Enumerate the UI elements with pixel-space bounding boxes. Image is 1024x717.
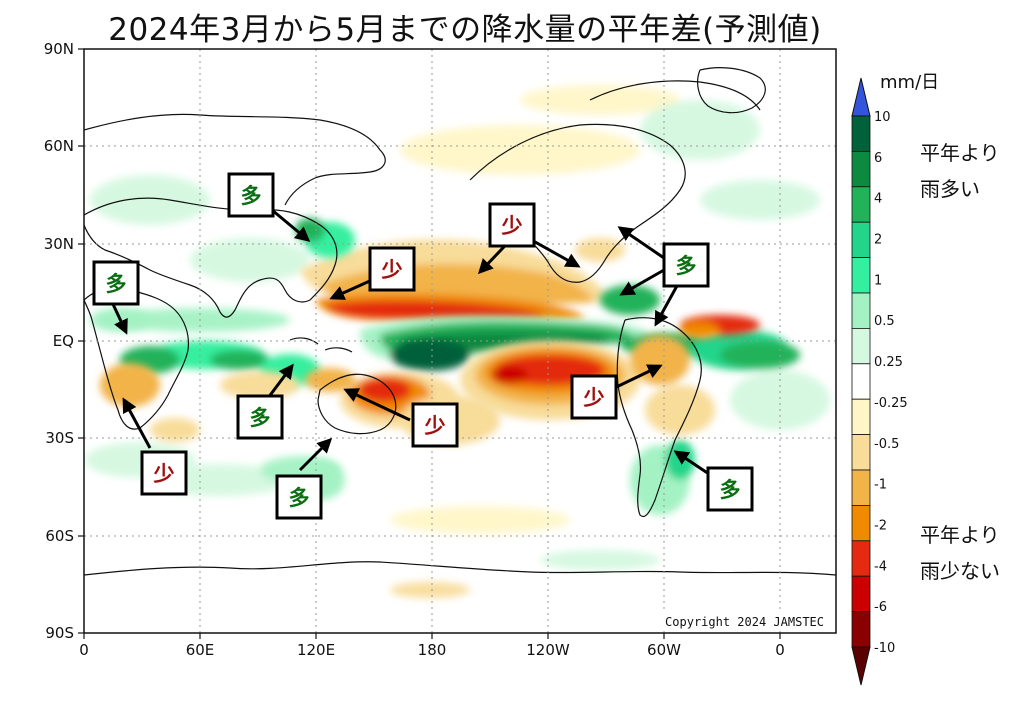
colorbar-swatch xyxy=(851,115,871,152)
colorbar-swatch xyxy=(851,611,871,648)
copyright-text: Copyright 2024 JAMSTEC xyxy=(665,615,824,629)
lat-label: 90S xyxy=(45,624,74,642)
lon-label: 60W xyxy=(647,641,681,659)
wet-badge: 多 xyxy=(236,394,284,440)
lon-label: 60E xyxy=(186,641,215,659)
lon-label: 120E xyxy=(297,641,335,659)
map-title: 2024年3月から5月までの降水量の平年差(予測値) xyxy=(108,12,822,48)
dry-badge: 少 xyxy=(488,202,536,248)
colorbar-label: 1 xyxy=(874,273,882,288)
colorbar-label: 4 xyxy=(874,192,882,207)
dry-label-line2: 雨少ない xyxy=(920,559,1000,583)
colorbar-swatch xyxy=(851,469,871,506)
colorbar-swatch xyxy=(851,575,871,613)
colorbar-label: -10 xyxy=(874,641,895,656)
colorbar-label: 6 xyxy=(874,151,882,166)
svg-text:多: 多 xyxy=(106,272,127,296)
svg-text:多: 多 xyxy=(241,184,262,208)
colorbar-label: -2 xyxy=(874,518,887,533)
wet-badge: 多 xyxy=(92,260,140,306)
colorbar-label: -6 xyxy=(874,600,887,615)
svg-text:多: 多 xyxy=(289,486,310,510)
colorbar-swatch xyxy=(851,257,871,294)
svg-text:多: 多 xyxy=(250,406,271,430)
longitude-axis: 0 60E 120E 180 120W 60W 0 xyxy=(79,641,785,659)
wet-label-line1: 平年より xyxy=(920,141,1000,165)
dry-badge: 少 xyxy=(411,402,459,448)
colorbar-label: 0.25 xyxy=(874,355,903,370)
lon-label: 0 xyxy=(775,641,785,659)
svg-text:少: 少 xyxy=(501,214,523,238)
colorbar-swatch xyxy=(851,434,871,471)
lat-label: 60S xyxy=(45,527,74,545)
wet-badge: 多 xyxy=(227,172,275,218)
colorbar-swatch xyxy=(851,150,871,188)
colorbar-swatch xyxy=(851,504,871,542)
latitude-axis: 90N 60N 30N EQ 30S 60S 90S xyxy=(44,40,74,642)
annotation-arrows xyxy=(110,208,713,478)
colorbar-label: 10 xyxy=(874,110,891,125)
colorbar-swatch xyxy=(851,292,871,329)
colorbar-label: 0.5 xyxy=(874,314,895,329)
svg-text:多: 多 xyxy=(676,254,697,278)
colorbar-min-arrow xyxy=(851,646,871,686)
wet-badge: 多 xyxy=(275,474,323,520)
lon-label: 120W xyxy=(526,641,570,659)
colorbar-swatch xyxy=(851,186,871,223)
colorbar-swatch xyxy=(851,398,871,436)
lon-label: 0 xyxy=(79,641,89,659)
colorbar-label: 2 xyxy=(874,233,882,248)
dry-label-line1: 平年より xyxy=(920,523,1000,547)
colorbar-swatch xyxy=(851,363,871,400)
colorbar-swatch xyxy=(851,221,871,258)
svg-text:少: 少 xyxy=(583,386,605,410)
svg-text:多: 多 xyxy=(720,478,741,502)
dry-badge: 少 xyxy=(570,374,618,420)
wet-badge: 多 xyxy=(662,242,710,288)
lat-label: 30N xyxy=(44,235,74,253)
svg-text:少: 少 xyxy=(153,462,175,486)
wet-badge: 多 xyxy=(706,466,754,512)
svg-text:少: 少 xyxy=(424,414,446,438)
colorbar-label: -4 xyxy=(874,559,887,574)
copyright-box xyxy=(622,612,828,630)
colorbar: mm/日 10 6 4 2 1 0.5 0.25 -0.25 -0.5 -1 -2 -4 -6 -10 xyxy=(851,72,939,686)
colorbar-label: -0.25 xyxy=(874,396,908,411)
colorbar-max-arrow xyxy=(851,77,871,117)
lon-label: 180 xyxy=(418,641,447,659)
colorbar-label: -0.5 xyxy=(874,437,899,452)
wet-label-line2: 雨多い xyxy=(920,177,980,201)
colorbar-label: -1 xyxy=(874,478,887,493)
colorbar-swatch xyxy=(851,540,871,577)
dry-badge: 少 xyxy=(140,450,188,496)
lat-label: EQ xyxy=(53,332,74,350)
colorbar-swatch xyxy=(851,327,871,365)
lat-label: 90N xyxy=(44,40,74,58)
colorbar-unit: mm/日 xyxy=(880,72,939,93)
lat-label: 60N xyxy=(44,137,74,155)
dry-badge: 少 xyxy=(368,246,416,292)
svg-text:少: 少 xyxy=(381,258,403,282)
map-grid xyxy=(84,49,836,633)
lat-label: 30S xyxy=(45,429,74,447)
